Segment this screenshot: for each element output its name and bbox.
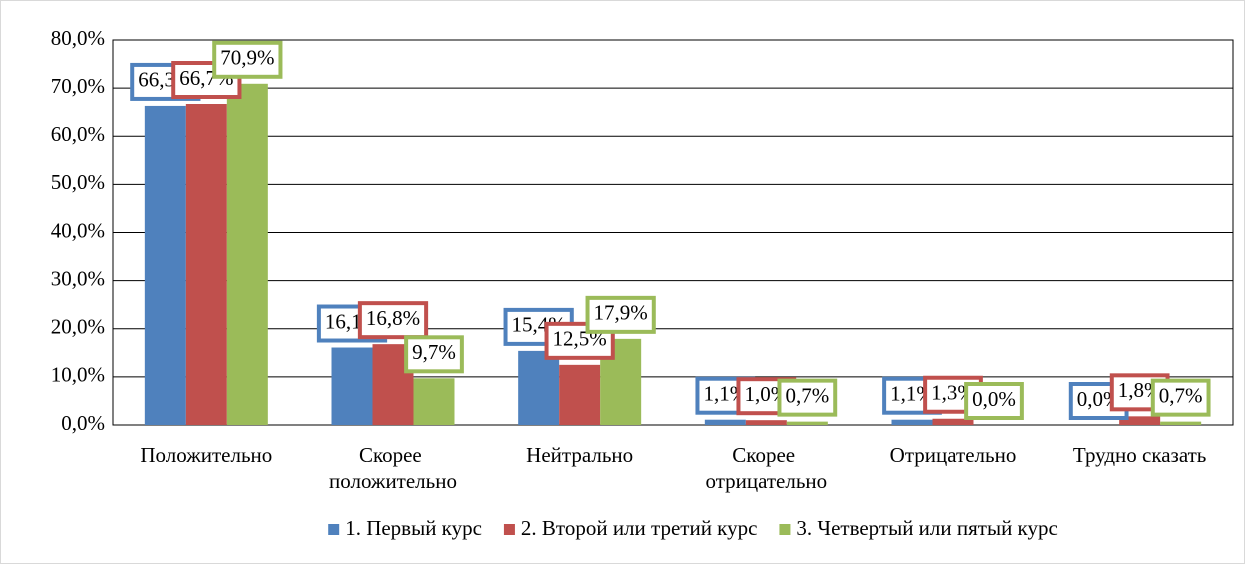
data-label-box — [964, 382, 1024, 420]
bar — [226, 83, 268, 425]
legend-label: 2. Второй или третий курс — [521, 516, 758, 540]
bar — [413, 378, 455, 425]
x-tick-label: Отрицательно — [890, 443, 1017, 467]
y-tick-label: 70,0% — [51, 74, 105, 98]
bar — [786, 421, 828, 425]
bar — [559, 364, 601, 425]
x-tick-label: Нейтрально — [526, 443, 633, 467]
data-label-box — [404, 335, 464, 374]
bar — [704, 419, 746, 425]
y-tick-label: 60,0% — [51, 122, 105, 146]
bar — [144, 105, 186, 426]
bar — [891, 419, 933, 425]
data-label-box — [1150, 378, 1211, 417]
data-label: 9,7% — [404, 335, 464, 374]
data-label-text: 9,7% — [412, 340, 456, 364]
bar — [518, 350, 560, 425]
bar — [1160, 421, 1202, 425]
legend-swatch — [503, 524, 515, 535]
legend-label: 1. Первый курс — [345, 516, 482, 540]
data-label-box — [357, 301, 429, 340]
y-tick-label: 80,0% — [51, 26, 105, 50]
bar — [1119, 416, 1161, 425]
y-tick-label: 30,0% — [51, 266, 105, 290]
legend-label: 3. Четвертый или пятый курс — [796, 516, 1057, 540]
bar — [745, 420, 787, 425]
x-tick-label: Скорее отрицательно — [705, 443, 827, 493]
bar — [185, 104, 227, 425]
data-label-text: 17,9% — [594, 301, 648, 325]
data-label-box — [777, 378, 838, 417]
legend-swatch — [779, 524, 791, 535]
data-label: 16,8% — [357, 301, 429, 340]
data-label-text: 16,8% — [366, 306, 420, 330]
data-label-text: 70,9% — [220, 46, 274, 70]
x-tick-label: Скорее положительно — [329, 443, 457, 493]
data-label-text: 0,0% — [972, 387, 1016, 411]
plot-area — [112, 39, 1234, 426]
data-label-text: 0,7% — [1159, 383, 1203, 407]
y-tick-label: 0,0% — [61, 411, 105, 435]
data-label-box — [585, 295, 656, 334]
data-label: 17,9% — [585, 295, 656, 334]
data-label-text: 0,7% — [785, 383, 829, 407]
bar — [932, 418, 974, 425]
data-label-box — [212, 40, 283, 79]
y-tick-label: 10,0% — [51, 363, 105, 387]
data-label: 0,7% — [1150, 378, 1211, 417]
y-tick-label: 50,0% — [51, 170, 105, 194]
data-label: 0,7% — [777, 378, 838, 417]
bar — [331, 347, 373, 425]
y-tick-label: 40,0% — [51, 218, 105, 242]
data-label: 70,9% — [212, 40, 283, 79]
x-tick-label: Положительно — [140, 443, 272, 467]
legend-swatch — [328, 524, 340, 535]
y-tick-label: 20,0% — [51, 315, 105, 339]
x-tick-label: Трудно сказать — [1073, 443, 1206, 467]
data-label: 0,0% — [964, 382, 1024, 420]
